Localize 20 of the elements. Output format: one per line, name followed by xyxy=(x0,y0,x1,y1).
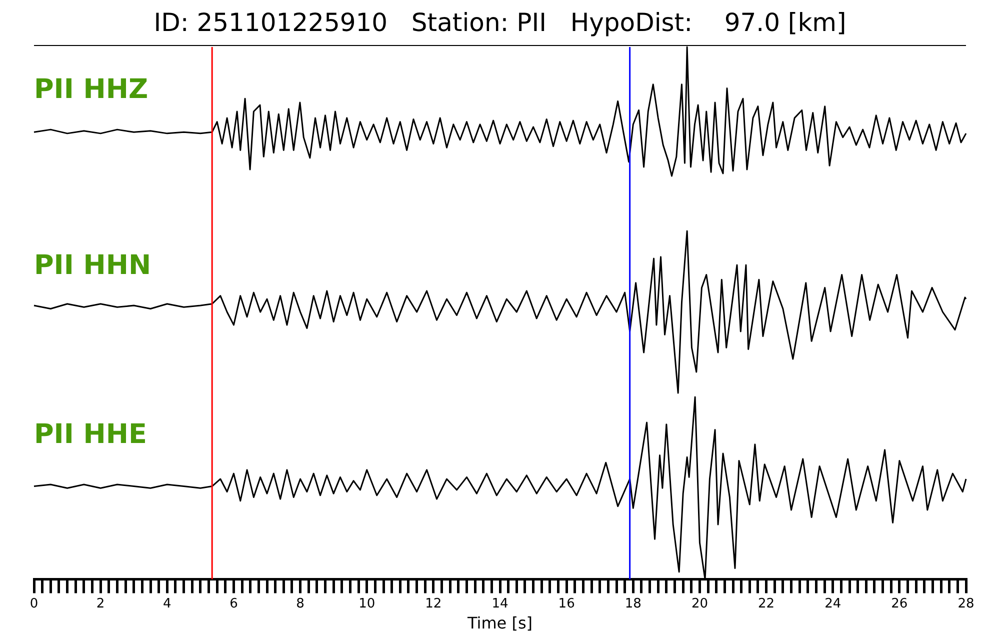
x-tick-label: 18 xyxy=(624,596,642,612)
x-tick-label: 24 xyxy=(824,596,842,612)
x-tick-label: 26 xyxy=(891,596,908,612)
chart-title: ID: 251101225910 Station: PII HypoDist: 97.0 [km] xyxy=(152,8,848,37)
x-axis-title: Time [s] xyxy=(466,614,533,633)
x-tick-label: 6 xyxy=(230,596,238,612)
x-tick-label: 8 xyxy=(296,596,304,612)
annotation: PII HHZ xyxy=(34,74,148,105)
x-tick-label: 0 xyxy=(30,596,38,612)
x-tick-label: 4 xyxy=(163,596,172,612)
x-tick-label: 12 xyxy=(425,596,442,612)
x-tick-label: 22 xyxy=(758,596,775,612)
annotation: PII HHN xyxy=(34,250,152,281)
x-tick-label: 14 xyxy=(492,596,508,612)
x-tick-label: 2 xyxy=(96,596,105,612)
x-tick-label: 16 xyxy=(558,596,575,612)
x-tick-label: 10 xyxy=(358,596,376,612)
x-tick-label: 20 xyxy=(691,596,708,612)
x-tick-label: 28 xyxy=(958,596,974,612)
annotation: PII HHE xyxy=(34,419,147,450)
